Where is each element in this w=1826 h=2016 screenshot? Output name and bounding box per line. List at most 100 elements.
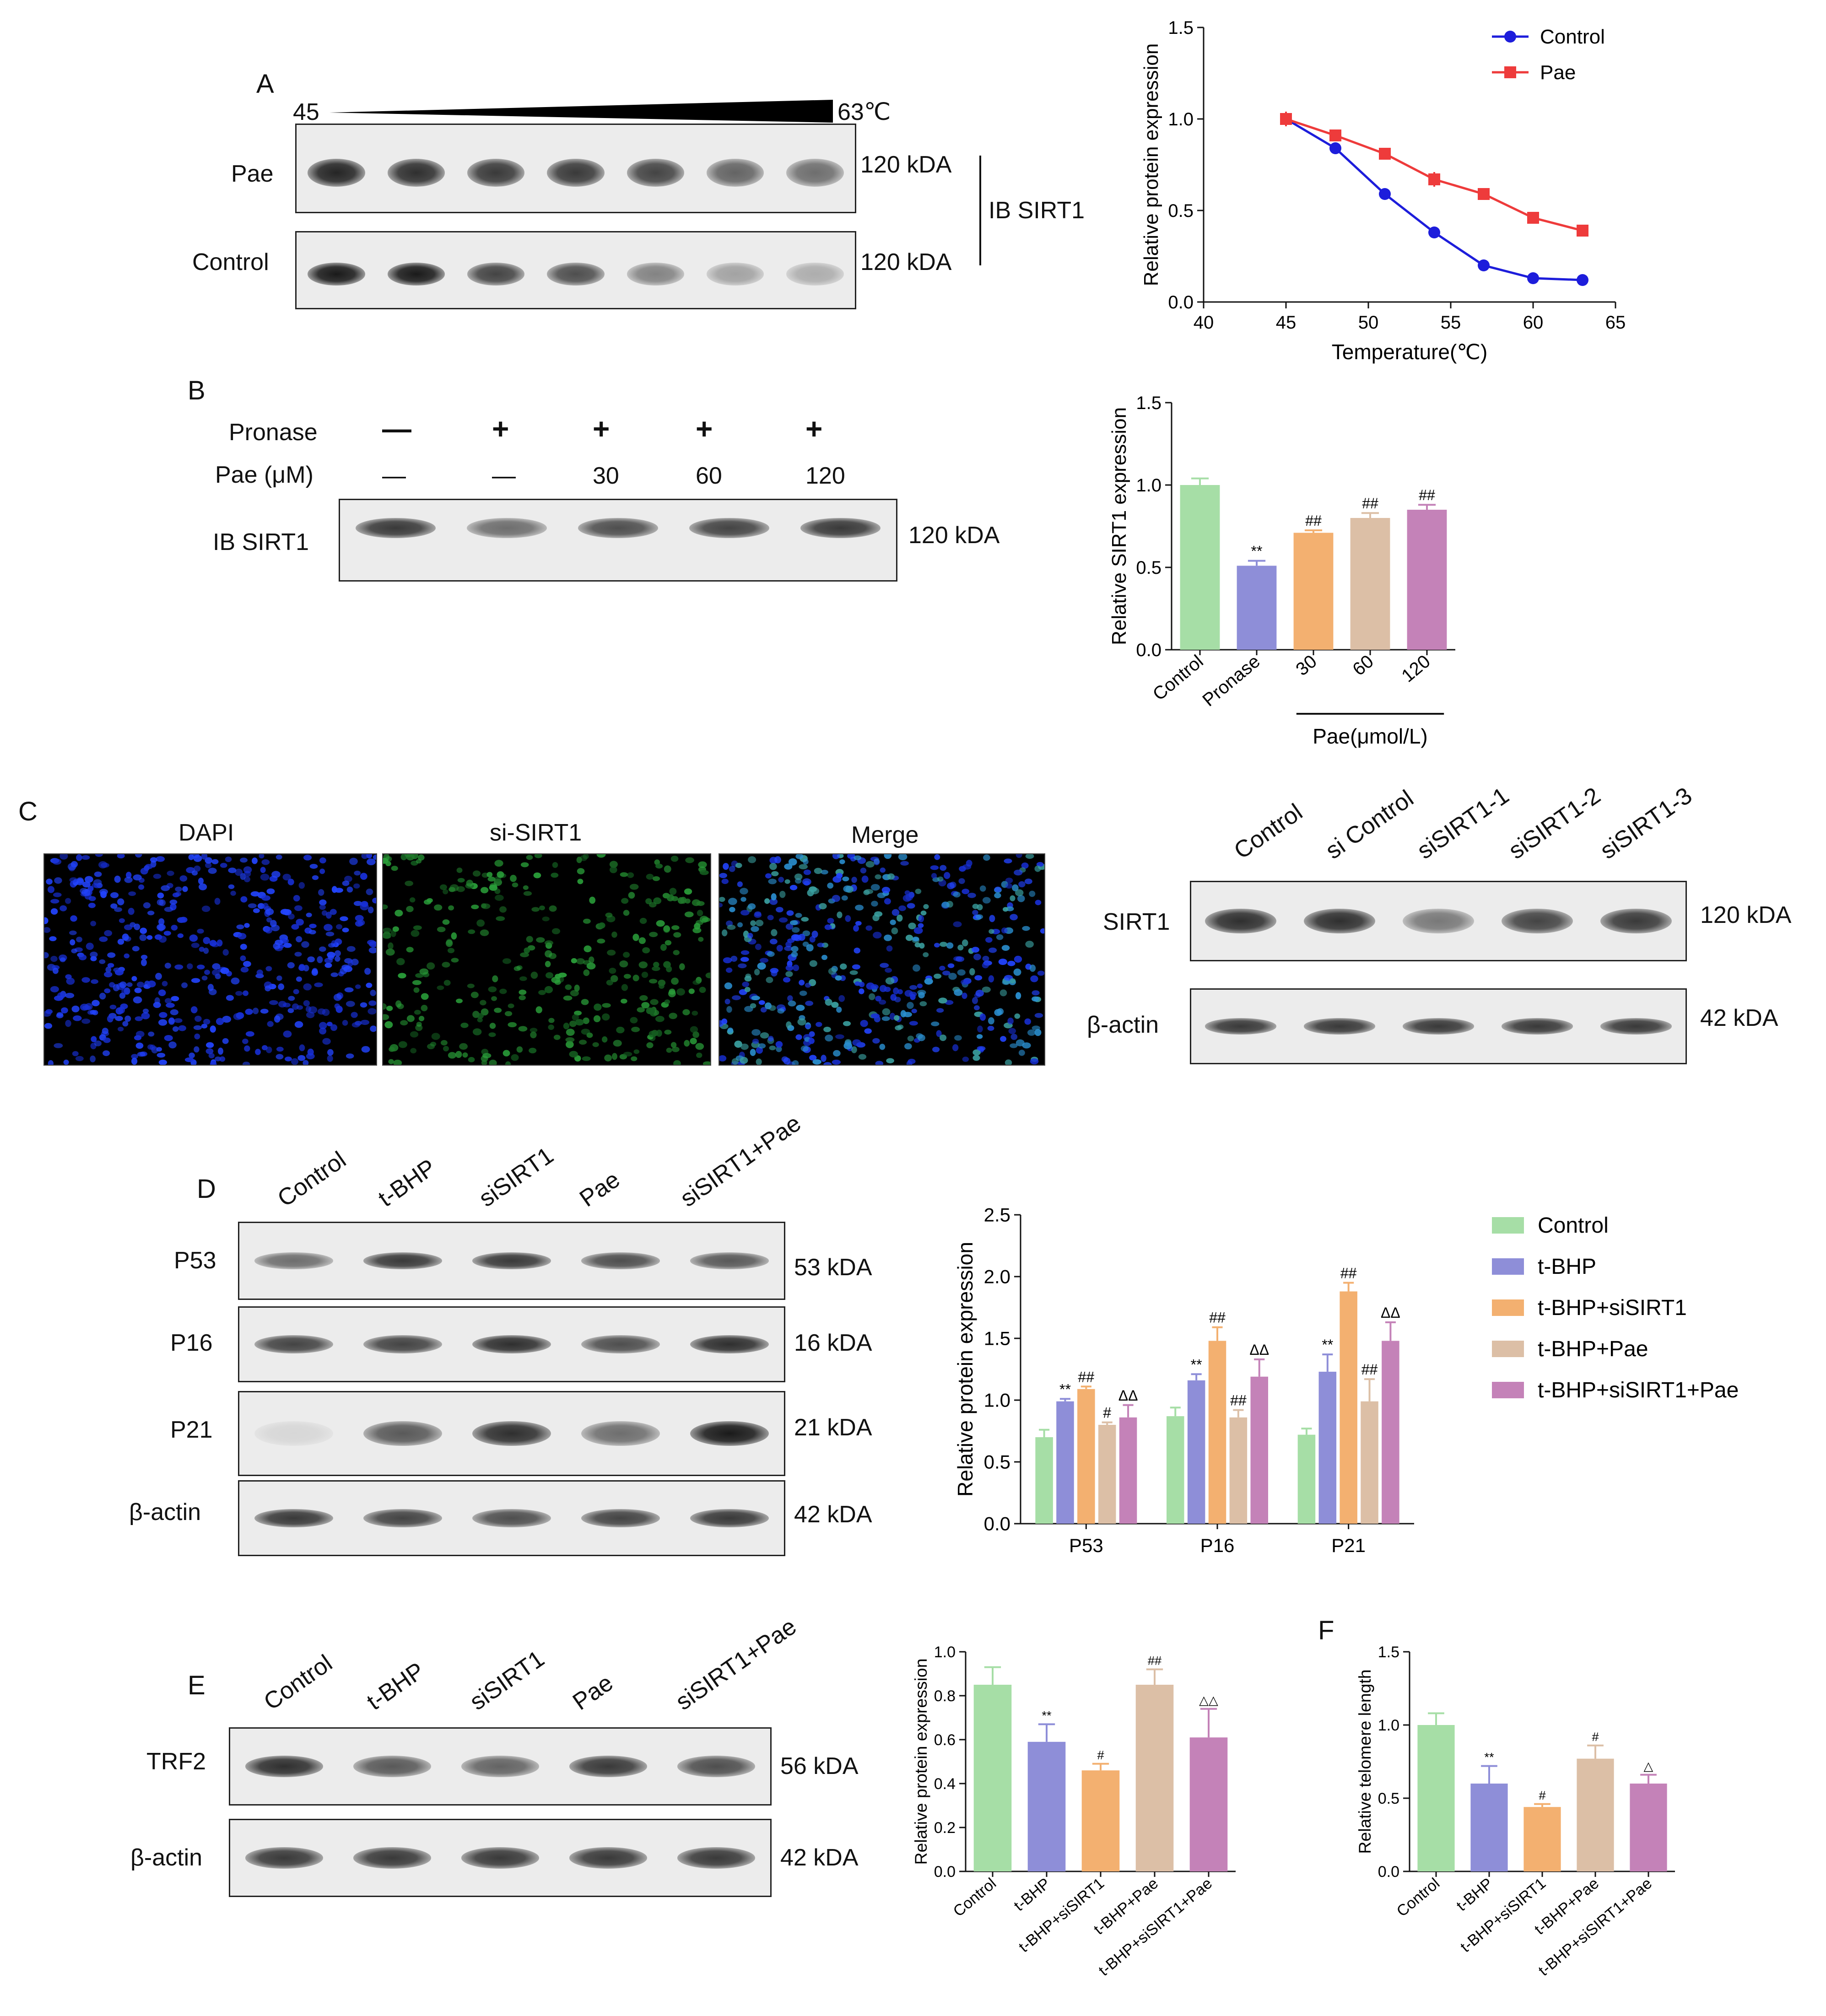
cell-nucleus [581,999,589,1005]
cell-nucleus [875,874,881,879]
cell-nucleus [799,990,807,996]
cell-nucleus [828,968,837,975]
cell-nucleus [754,912,762,918]
cell-nucleus [864,1028,872,1034]
cell-nucleus [841,895,848,901]
bar [1187,1380,1205,1524]
cell-nucleus [565,1037,575,1042]
cell-nucleus [442,919,450,925]
cell-nucleus [383,927,392,933]
cell-nucleus [837,911,843,918]
cell-nucleus [722,929,728,937]
cell-nucleus [306,1053,315,1060]
cell-nucleus [466,879,474,887]
cell-nucleus [162,981,168,986]
cell-nucleus [776,1046,782,1052]
blot-band [627,159,685,187]
cell-nucleus [769,862,777,870]
lane-label-d-0: Control [273,1146,351,1213]
blot-band [578,518,658,539]
cell-nucleus [306,912,312,917]
cell-nucleus [437,927,446,933]
cell-nucleus [265,966,272,971]
cell-nucleus [653,897,662,905]
cell-nucleus [523,885,529,890]
cell-nucleus [621,984,628,991]
cell-nucleus [1001,927,1008,934]
cell-nucleus [468,929,475,934]
cell-nucleus [851,877,857,883]
cell-nucleus [771,970,778,977]
pae-dose-value-2: 30 [593,463,619,489]
cell-nucleus [692,1010,698,1016]
blot-band [363,1335,442,1353]
cell-nucleus [880,963,889,968]
cell-nucleus [261,859,270,865]
cell-nucleus [489,1023,496,1029]
cell-nucleus [795,854,804,859]
cell-nucleus [831,1002,839,1008]
significance-mark: ** [1484,1750,1494,1764]
cell-nucleus [368,1000,376,1006]
pronase-value-2: + [593,412,610,445]
cell-nucleus [805,982,811,988]
cell-nucleus [783,1057,791,1065]
cell-nucleus [205,857,212,864]
blot-band [387,263,445,286]
cell-nucleus [664,865,671,873]
cell-nucleus [147,980,156,987]
blot-row-label-actin-d: β-actin [129,1499,201,1525]
blot-band [254,1252,333,1269]
cell-nucleus [974,975,983,981]
y-axis-label: Relative SIRT1 expression [1108,407,1130,645]
cell-nucleus [690,1026,698,1033]
cell-nucleus [519,989,527,995]
bar [1081,1770,1120,1871]
cell-nucleus [285,1057,292,1062]
cell-nucleus [1004,858,1012,864]
cell-nucleus [328,943,335,948]
cell-nucleus [994,886,1002,892]
cell-nucleus [737,881,743,887]
cell-nucleus [406,906,414,912]
cell-nucleus [983,854,990,861]
cell-nucleus [1014,869,1023,876]
cell-nucleus [544,940,554,946]
y-axis-label: Relative protein expression [953,1242,977,1497]
cell-nucleus [159,1012,167,1018]
cell-nucleus [825,1035,833,1042]
cell-nucleus [723,862,729,870]
cell-nucleus [396,958,405,965]
cell-nucleus [448,1052,457,1059]
cell-nucleus [699,870,709,875]
cell-nucleus [670,856,679,862]
lane-label-e-0: Control [259,1649,337,1716]
y-tick-label: 1.0 [1168,109,1194,129]
y-tick-label: 0.0 [1168,292,1194,313]
cell-nucleus [982,955,989,962]
cell-nucleus [319,1027,327,1035]
cell-nucleus [576,857,582,863]
cell-nucleus [656,1030,662,1037]
data-point [1428,226,1440,238]
significance-mark: ## [1148,1653,1162,1667]
cell-nucleus [301,941,309,948]
temperature-start-label: 45 [293,99,319,125]
cell-nucleus [1000,1036,1006,1042]
bar [1630,1784,1667,1871]
cell-nucleus [462,1052,468,1058]
cell-nucleus [87,885,94,892]
cell-nucleus [128,908,135,915]
cell-nucleus [344,875,352,882]
cell-nucleus [760,1007,767,1013]
cell-nucleus [596,854,606,858]
cell-nucleus [655,863,663,869]
cell-nucleus [250,891,260,897]
cell-nucleus [222,1038,229,1044]
cell-nucleus [135,854,142,858]
cell-nucleus [792,927,800,933]
cell-nucleus [894,1015,900,1021]
kda-label-actin-e: 42 kDA [780,1844,859,1871]
cell-nucleus [360,1019,370,1025]
cell-nucleus [94,871,102,877]
